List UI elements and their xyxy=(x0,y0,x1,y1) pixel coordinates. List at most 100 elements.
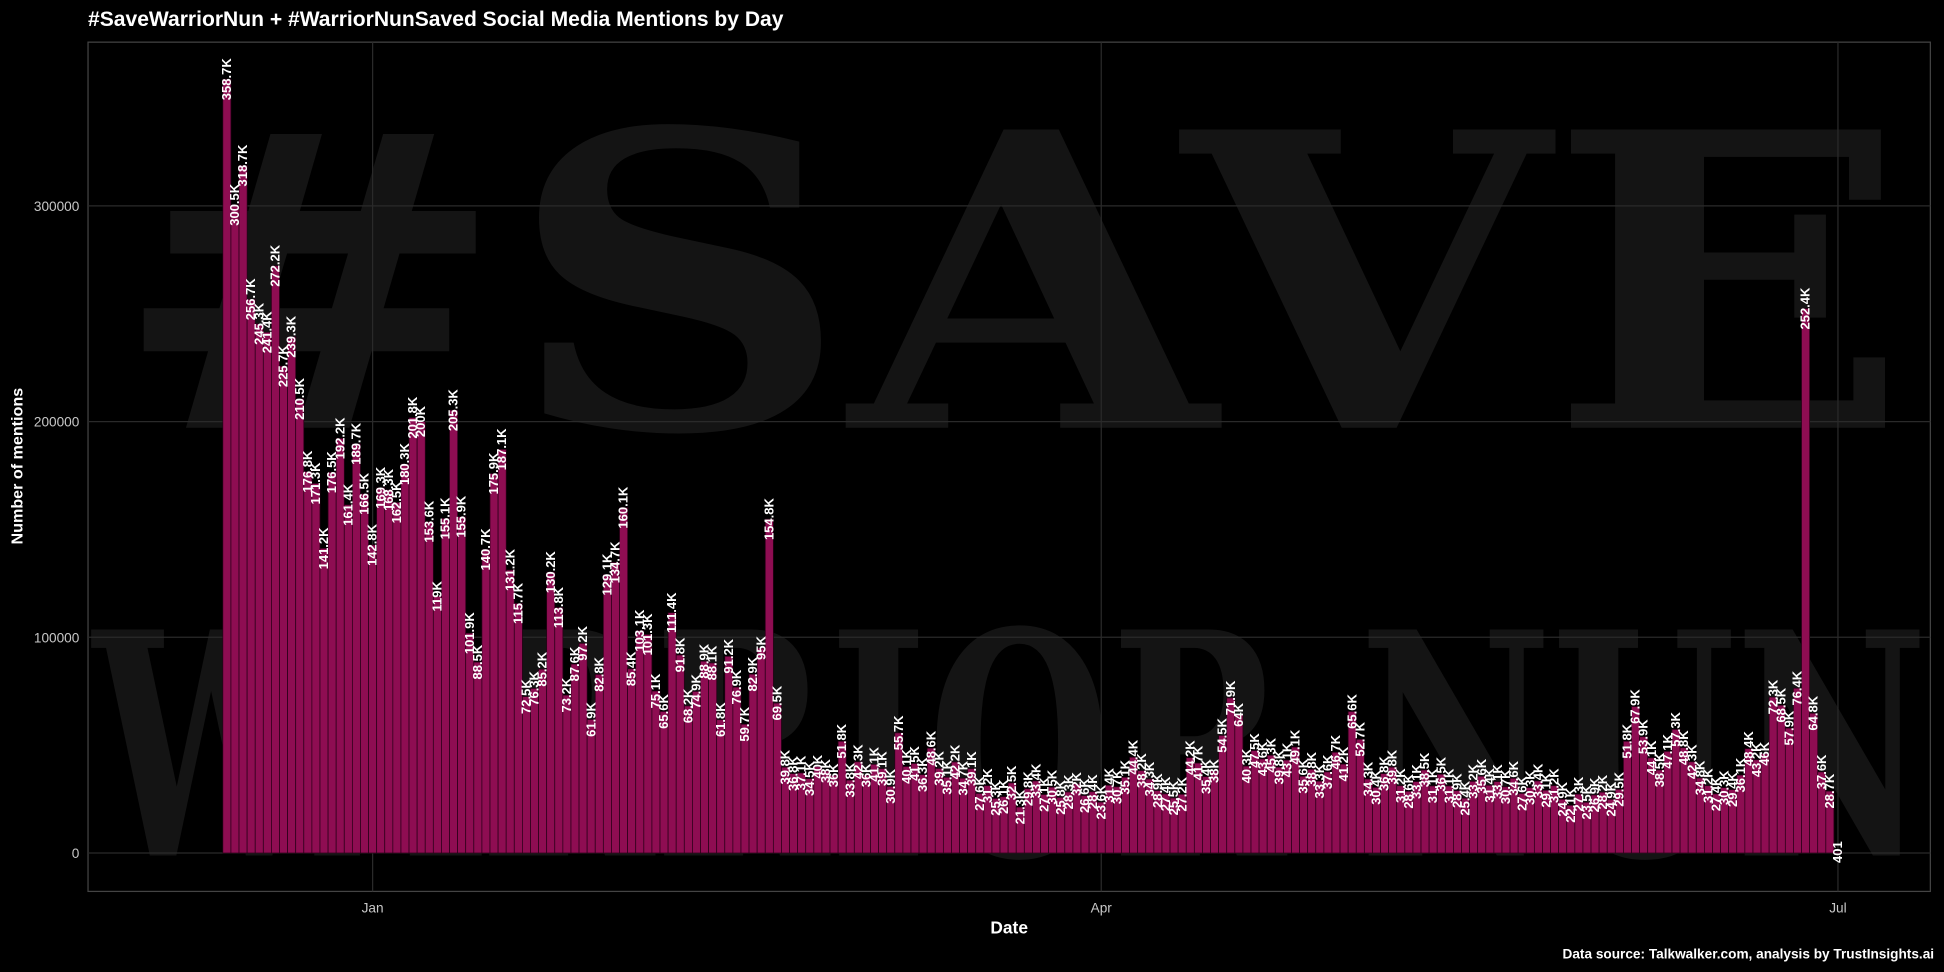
value-label: 42.2K xyxy=(948,744,963,779)
value-label: 21.3K xyxy=(1012,789,1027,824)
bar xyxy=(522,696,531,854)
value-label: 115.7K xyxy=(510,582,525,624)
bar xyxy=(457,516,467,854)
value-label: 42.3K xyxy=(850,744,865,779)
x-axis-label: Date xyxy=(990,918,1028,938)
value-label: 35.6K xyxy=(1474,758,1489,793)
bar xyxy=(432,595,442,854)
value-label: 33.4K xyxy=(1530,763,1545,798)
value-label: 201.8K xyxy=(405,396,420,439)
value-label: 47.5K xyxy=(1247,733,1262,768)
bar xyxy=(675,654,685,854)
bar xyxy=(497,449,507,854)
value-label: 155.9K xyxy=(454,495,469,538)
value-label: 48.6K xyxy=(923,730,938,765)
value-label: 141.2K xyxy=(316,527,331,570)
value-label: 256.7K xyxy=(243,278,258,321)
value-label: 68.2K xyxy=(680,688,695,723)
value-label: 180.3K xyxy=(397,443,412,486)
value-label: 85.2K xyxy=(535,651,550,686)
value-label: 51.8K xyxy=(1620,723,1635,758)
value-label: 187.1K xyxy=(494,428,509,471)
value-label: 103.1K xyxy=(632,609,647,652)
value-label: 34.3K xyxy=(1360,761,1375,796)
value-label: 28.7K xyxy=(1822,773,1837,808)
value-label: 31.1K xyxy=(1441,768,1456,803)
value-label: 161.4K xyxy=(340,483,355,526)
value-label: 192.2K xyxy=(332,417,347,460)
value-label: 38.8K xyxy=(1304,751,1319,786)
value-label: 61.8K xyxy=(713,702,728,737)
value-label: 49.1K xyxy=(1288,729,1303,764)
y-tick-label: 0 xyxy=(72,846,80,861)
value-label: 43.2K xyxy=(1749,742,1764,777)
value-label: 36.8K xyxy=(786,756,801,791)
value-label: 35.1K xyxy=(1118,759,1133,794)
value-label: 29.1K xyxy=(1539,772,1554,807)
value-label: 168.3K xyxy=(381,468,396,511)
value-label: 36.5K xyxy=(1433,756,1448,791)
value-label: 69.5K xyxy=(769,685,784,720)
bar xyxy=(441,518,450,854)
value-label: 27.6K xyxy=(1514,776,1529,811)
value-label: 32.5K xyxy=(1004,765,1019,800)
value-label: 76.4K xyxy=(1790,670,1805,705)
bar xyxy=(764,518,774,854)
bar xyxy=(740,723,750,854)
value-label: 171.3K xyxy=(308,462,323,505)
bar xyxy=(368,544,378,854)
value-label: 57.3K xyxy=(1668,711,1683,746)
bar xyxy=(279,365,288,854)
bar xyxy=(1825,790,1835,854)
bar xyxy=(392,502,402,854)
value-label: 30.7K xyxy=(1109,769,1124,804)
value-label: 33.2K xyxy=(1466,763,1481,798)
value-label: 176.5K xyxy=(324,451,339,494)
value-label: 41.5K xyxy=(907,746,922,781)
value-label: 24.9K xyxy=(1603,781,1618,816)
value-label: 51.8K xyxy=(834,723,849,758)
value-label: 153.6K xyxy=(421,500,436,543)
value-label: 64.8K xyxy=(1806,695,1821,730)
value-label: 55.7K xyxy=(891,715,906,750)
bar xyxy=(611,562,620,854)
value-label: 31.2K xyxy=(980,768,995,803)
x-tick-label: Jul xyxy=(1829,900,1846,915)
value-label: 42.3K xyxy=(1684,744,1699,779)
value-label: 67.9K xyxy=(1628,689,1643,724)
value-label: 85.4K xyxy=(624,651,639,686)
value-label: 154.8K xyxy=(761,498,776,541)
value-label: 111.4K xyxy=(664,592,679,633)
value-label: 241.4K xyxy=(259,311,274,354)
x-tick-label: Apr xyxy=(1091,900,1113,915)
value-label: 44.4K xyxy=(1126,739,1141,774)
value-label: 23.6K xyxy=(1093,784,1108,819)
value-label: 25.4K xyxy=(1458,780,1473,815)
value-label: 45.3K xyxy=(1263,737,1278,772)
value-label: 38.5K xyxy=(1652,752,1667,787)
value-label: 47.1K xyxy=(1660,733,1675,768)
value-label: 358.7K xyxy=(219,58,234,101)
panel-border xyxy=(87,41,1931,893)
value-label: 119K xyxy=(429,581,444,612)
value-label: 25.3K xyxy=(988,780,1003,815)
value-label: 162.5K xyxy=(389,481,404,524)
value-label: 142.8K xyxy=(365,523,380,566)
y-tick-label: 200000 xyxy=(34,415,80,430)
value-label: 82.8K xyxy=(591,656,606,691)
value-label: 26.9K xyxy=(1587,777,1602,812)
value-label: 41.7K xyxy=(1190,745,1205,780)
bar xyxy=(473,661,483,854)
value-label: 48.8K xyxy=(1676,730,1691,765)
value-label: 189.7K xyxy=(348,422,363,465)
value-label: 39.1K xyxy=(875,751,890,786)
bar xyxy=(246,298,256,854)
value-label: 33.3K xyxy=(1312,763,1327,798)
value-label: 35.1K xyxy=(939,759,954,794)
value-label: 210.5K xyxy=(292,377,307,420)
value-label: 88.5K xyxy=(470,644,485,679)
bar xyxy=(424,521,434,854)
value-label: 88.9K xyxy=(697,643,712,678)
value-label: 53.9K xyxy=(1636,719,1651,754)
value-label: 39.8K xyxy=(778,749,793,784)
